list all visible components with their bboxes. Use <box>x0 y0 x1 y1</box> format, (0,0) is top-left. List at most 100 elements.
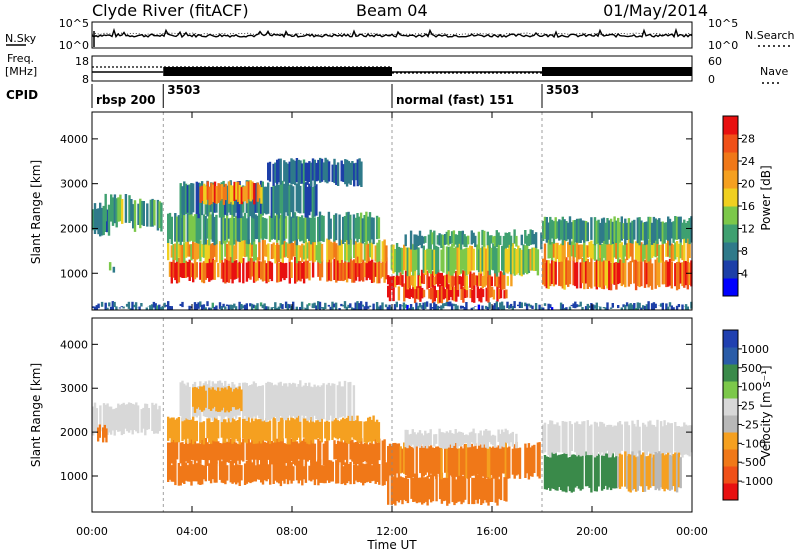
heatmap-cell <box>412 273 415 288</box>
heatmap-cell <box>498 479 501 499</box>
heatmap-cell <box>272 417 275 442</box>
heatmap-cell <box>481 477 485 504</box>
heatmap-cell <box>302 416 306 438</box>
heatmap-cell <box>188 418 191 444</box>
heatmap-cell <box>570 454 573 493</box>
heatmap-cell <box>213 459 216 483</box>
heatmap-cell <box>665 243 668 257</box>
heatmap-cell <box>408 307 411 310</box>
heatmap-cell <box>474 443 477 475</box>
heatmap-cell <box>218 391 222 412</box>
heatmap-cell <box>243 463 247 485</box>
heatmap-cell <box>506 233 509 248</box>
heatmap-cell <box>450 433 454 448</box>
heatmap-cell <box>308 440 311 461</box>
heatmap-cell <box>254 418 257 444</box>
heatmap-cell <box>295 463 299 481</box>
heatmap-cell <box>238 437 241 464</box>
heatmap-cell <box>417 235 420 246</box>
heatmap-cell <box>288 420 291 445</box>
heatmap-cell <box>356 243 359 257</box>
heatmap-cell <box>179 261 182 278</box>
heatmap-cell <box>179 183 182 218</box>
heatmap-cell <box>245 218 248 244</box>
heatmap-cell <box>670 222 673 239</box>
heatmap-cell <box>275 214 279 243</box>
heatmap-cell <box>197 182 200 219</box>
heatmap-cell <box>396 477 399 501</box>
heatmap-cell <box>511 431 514 447</box>
heatmap-cell <box>286 386 289 418</box>
heatmap-cell <box>224 183 227 201</box>
heatmap-cell <box>97 303 100 309</box>
heatmap-cell <box>360 262 363 281</box>
heatmap-cell <box>272 460 275 484</box>
heatmap-cell <box>503 272 506 290</box>
heatmap-cell <box>447 432 450 448</box>
heatmap-cell <box>338 238 342 263</box>
heatmap-cell <box>324 157 327 183</box>
heatmap-cell <box>200 386 204 412</box>
heatmap-cell <box>227 259 231 283</box>
heatmap-cell <box>265 442 268 466</box>
heatmap-cell <box>212 184 215 202</box>
heatmap-cell <box>403 283 406 302</box>
heatmap-cell <box>204 390 207 408</box>
heatmap-cell <box>474 306 477 307</box>
heatmap-cell <box>479 272 483 286</box>
heatmap-cell <box>236 389 239 410</box>
heatmap-cell <box>242 382 245 419</box>
heatmap-cell <box>315 162 318 182</box>
heatmap-cell <box>670 455 673 490</box>
heatmap-cell <box>195 387 198 409</box>
heatmap-cell <box>403 244 406 271</box>
heatmap-cell <box>165 304 168 307</box>
heatmap-cell <box>322 443 325 465</box>
heatmap-cell <box>175 242 179 262</box>
heatmap-cell <box>588 455 591 488</box>
heatmap-cell <box>125 303 129 307</box>
heatmap-cell <box>356 256 359 277</box>
heatmap-cell <box>217 183 220 203</box>
colorbar-tick-label: 28 <box>741 133 755 146</box>
heatmap-cell <box>324 302 327 309</box>
heatmap-cell <box>334 302 338 310</box>
heatmap-cell <box>415 446 418 479</box>
heatmap-cell <box>456 244 459 276</box>
heatmap-cell <box>279 262 283 282</box>
heatmap-cell <box>625 421 629 458</box>
freq-unit-label: [MHz] <box>5 65 37 78</box>
heatmap-cell <box>431 307 434 309</box>
heatmap-cell <box>297 159 300 187</box>
heatmap-cell <box>415 286 419 299</box>
heatmap-cell <box>208 443 211 461</box>
heatmap-cell <box>190 262 193 278</box>
heatmap-cell <box>536 249 540 276</box>
heatmap-cell <box>331 383 334 422</box>
heatmap-cell <box>349 303 352 308</box>
heatmap-cell <box>456 234 459 248</box>
heatmap-cell <box>354 162 358 181</box>
heatmap-cell <box>183 418 186 440</box>
heatmap-cell <box>592 304 595 310</box>
heatmap-cell <box>376 259 379 284</box>
heatmap-cell <box>643 456 647 492</box>
heatmap-cell <box>209 422 213 444</box>
nave-label: Nave <box>760 65 788 78</box>
heatmap-cell <box>269 461 272 485</box>
heatmap-cell <box>586 453 589 487</box>
heatmap-cell <box>211 421 214 441</box>
heatmap-cell <box>126 404 129 432</box>
heatmap-cell <box>247 438 250 462</box>
heatmap-cell <box>506 248 509 274</box>
heatmap-cell <box>631 220 634 244</box>
heatmap-cell <box>286 442 290 465</box>
heatmap-cell <box>215 461 218 483</box>
heatmap-cell <box>315 184 318 216</box>
heatmap-cell <box>511 448 515 475</box>
heatmap-cell <box>270 212 273 240</box>
heatmap-cell <box>202 214 206 245</box>
heatmap-cell <box>455 479 458 504</box>
heatmap-cell <box>375 215 379 240</box>
